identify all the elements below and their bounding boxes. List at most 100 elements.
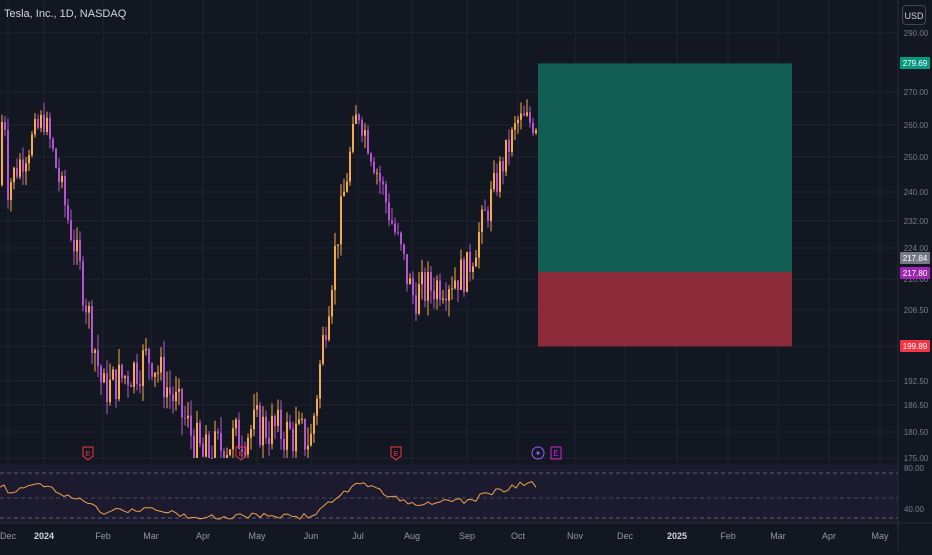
- earnings-marker[interactable]: [82, 446, 94, 461]
- event-markers[interactable]: E E E ✦ E: [82, 446, 562, 461]
- price-bar: [268, 437, 270, 445]
- price-bar: [256, 405, 258, 410]
- price-bar: [136, 362, 138, 384]
- time-axis[interactable]: Dec 2024 Feb Mar Apr May Jun Jul Aug Sep Oct Nov Dec…: [0, 522, 932, 541]
- price-bar: [13, 167, 15, 183]
- price-bar: [193, 435, 195, 458]
- price-bar: [343, 191, 345, 197]
- price-bar: [31, 134, 33, 156]
- price-bar: [250, 429, 252, 438]
- price-bar: [334, 245, 336, 291]
- price-bar: [262, 416, 264, 446]
- price-axis[interactable]: 290.00 270.00 260.00 250.00 240.00 232.00 224.…: [897, 0, 932, 550]
- long-position-tool[interactable]: [538, 63, 792, 347]
- price-bar: [283, 438, 285, 450]
- rsi-line: [0, 481, 537, 520]
- earnings-marker[interactable]: [235, 446, 247, 461]
- price-bar: [487, 210, 489, 221]
- price-badge-label: 199.89: [903, 342, 928, 351]
- price-bar: [40, 114, 42, 128]
- currency-button[interactable]: USD: [902, 5, 926, 25]
- price-bars: [1, 99, 537, 459]
- price-bar: [241, 449, 243, 452]
- price-badge-label: 279.69: [903, 59, 928, 68]
- price-bar: [322, 335, 324, 364]
- profit-zone[interactable]: [538, 63, 792, 273]
- price-bar: [148, 349, 150, 364]
- price-tick-label: 208.50: [904, 306, 929, 315]
- price-bar: [166, 387, 168, 398]
- price-bar: [217, 431, 219, 434]
- time-axis-label: Dec: [0, 531, 16, 541]
- price-tick-label: 192.50: [904, 377, 929, 386]
- price-bar: [109, 379, 111, 403]
- price-bar: [124, 376, 126, 379]
- price-bar: [328, 316, 330, 340]
- price-bar: [316, 398, 318, 416]
- time-axis-label: Dec: [617, 531, 634, 541]
- price-bar: [514, 123, 516, 130]
- price-bar: [121, 364, 123, 379]
- price-bar: [106, 373, 108, 403]
- price-bar: [118, 364, 120, 400]
- price-bar: [364, 129, 366, 136]
- price-bar: [331, 290, 333, 317]
- price-bar: [76, 239, 78, 252]
- price-bar: [88, 306, 90, 313]
- time-axis-label: Feb: [720, 531, 736, 541]
- earnings-marker-label: E: [239, 451, 244, 458]
- price-bar: [418, 284, 420, 314]
- price-tick-label: 290.00: [904, 29, 929, 38]
- price-bar: [352, 123, 354, 152]
- price-bar: [199, 422, 201, 444]
- split-marker[interactable]: [531, 446, 545, 460]
- price-bar: [424, 272, 426, 301]
- price-tick-label: 232.00: [904, 217, 929, 226]
- price-bar: [172, 394, 174, 402]
- price-bar: [259, 405, 261, 446]
- price-bar: [523, 113, 525, 116]
- split-marker-label: ✦: [535, 449, 542, 458]
- price-bar: [211, 458, 213, 459]
- price-badge: [900, 57, 930, 69]
- price-bar: [469, 251, 471, 273]
- price-bar: [154, 372, 156, 377]
- price-bar: [115, 369, 117, 400]
- loss-zone[interactable]: [538, 272, 792, 347]
- price-bar: [10, 182, 12, 201]
- price-bar: [232, 428, 234, 450]
- price-bar: [169, 387, 171, 395]
- price-badge-label: 217.84: [903, 254, 928, 263]
- price-bar: [1, 122, 3, 185]
- time-axis-label: Apr: [822, 531, 836, 541]
- price-bar: [517, 119, 519, 124]
- time-axis-label: Mar: [143, 531, 159, 541]
- price-bar: [277, 409, 279, 426]
- price-bar: [244, 451, 246, 455]
- earnings-marker[interactable]: [550, 446, 562, 460]
- price-bar: [187, 415, 189, 419]
- time-axis-label: Jul: [352, 531, 364, 541]
- price-bar: [478, 231, 480, 258]
- price-bar: [466, 251, 468, 293]
- price-bar: [175, 391, 177, 402]
- time-axis-label: Mar: [770, 531, 786, 541]
- price-bar: [532, 122, 534, 134]
- price-bar: [490, 189, 492, 221]
- time-axis-label: May: [248, 531, 266, 541]
- price-bar: [103, 373, 105, 383]
- price-bar: [433, 290, 435, 300]
- price-bar: [376, 172, 378, 174]
- price-bar: [361, 120, 363, 136]
- price-bar: [304, 419, 306, 450]
- price-bar: [448, 289, 450, 301]
- price-bar: [535, 130, 537, 134]
- price-bar: [502, 161, 504, 172]
- price-bar: [439, 280, 441, 300]
- price-tick-label: 175.00: [904, 454, 929, 463]
- earnings-marker-label: E: [86, 451, 91, 458]
- earnings-marker[interactable]: [390, 446, 402, 461]
- time-axis-label: Sep: [459, 531, 475, 541]
